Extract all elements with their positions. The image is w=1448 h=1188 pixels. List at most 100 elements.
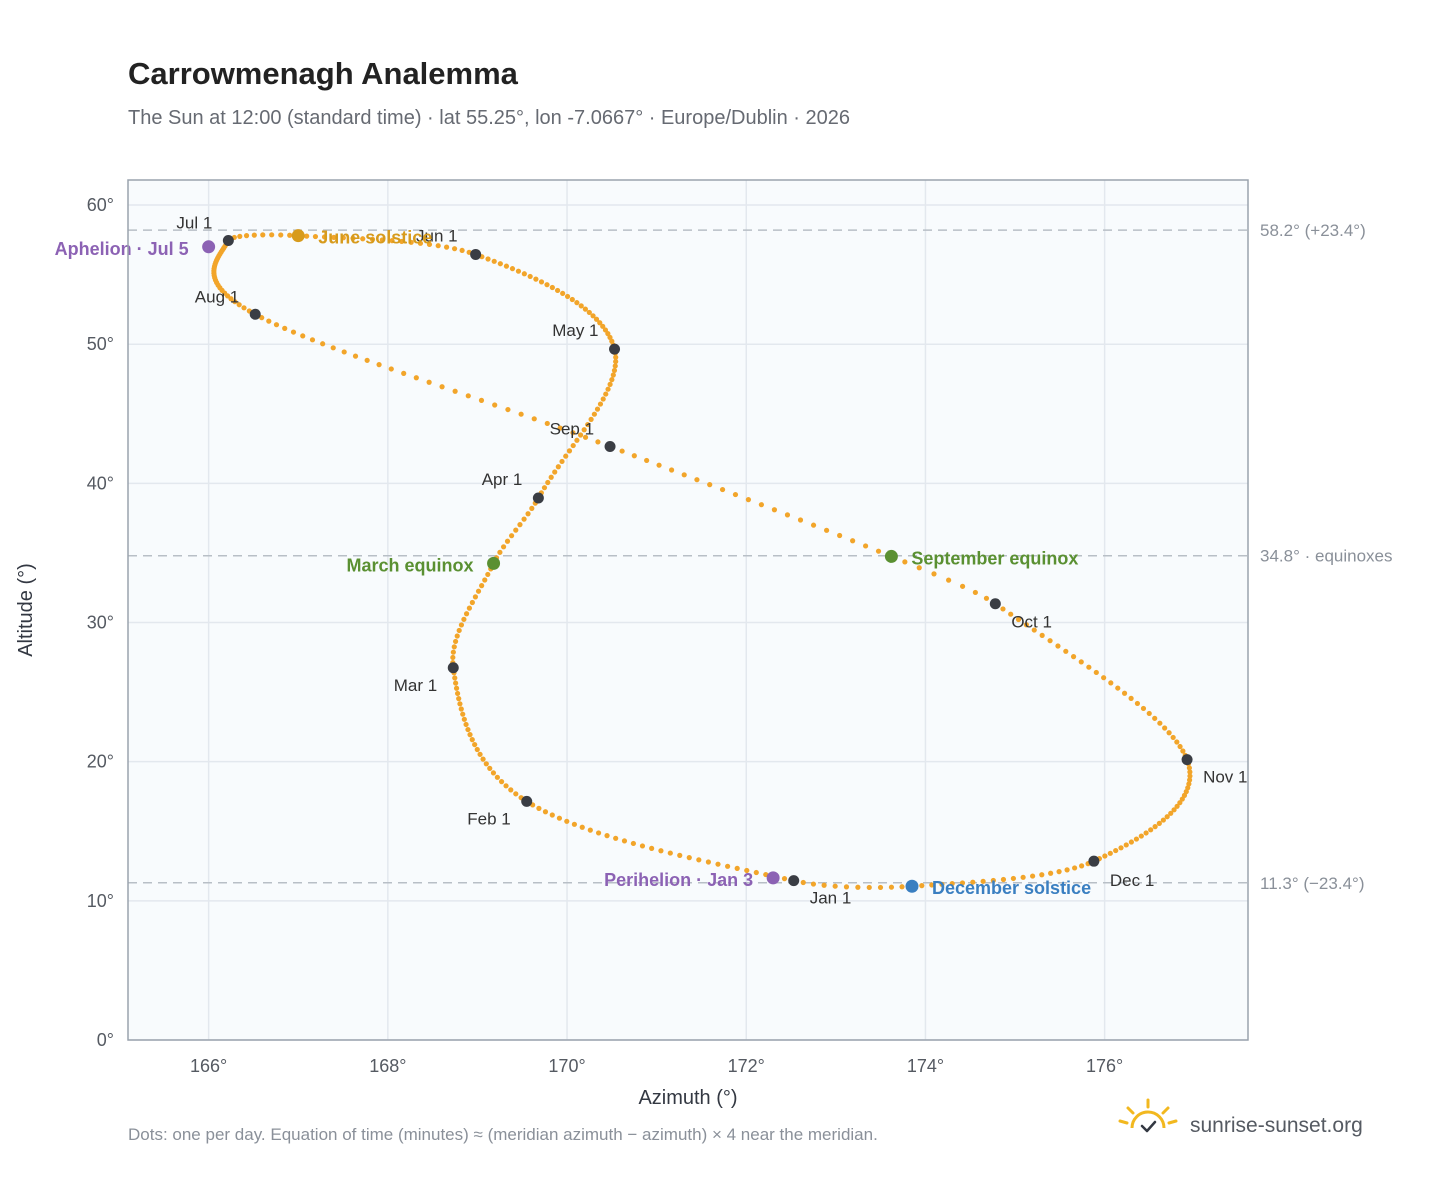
- month-point: [989, 598, 1001, 610]
- daily-dot: [564, 818, 570, 824]
- daily-dot: [771, 507, 778, 513]
- month-point: [447, 662, 459, 674]
- daily-dot: [260, 232, 266, 238]
- daily-dot: [531, 416, 537, 422]
- month-point: [521, 795, 533, 807]
- daily-dot: [491, 258, 497, 264]
- daily-dot: [1186, 765, 1192, 771]
- daily-dot: [504, 538, 511, 544]
- daily-dot: [980, 878, 986, 884]
- daily-dot: [707, 482, 713, 488]
- daily-dot: [521, 516, 527, 522]
- daily-dot: [513, 791, 519, 797]
- daily-dot: [582, 306, 588, 312]
- x-tick-label: 174°: [907, 1056, 944, 1076]
- daily-dot: [590, 313, 596, 319]
- daily-dot: [1000, 876, 1007, 883]
- event-label: September equinox: [911, 548, 1078, 568]
- month-point: [1088, 855, 1100, 867]
- daily-dot: [1072, 865, 1078, 871]
- daily-dot: [566, 448, 573, 454]
- daily-dot: [480, 756, 486, 762]
- daily-dot: [1102, 853, 1108, 859]
- daily-dot: [610, 372, 616, 378]
- daily-dot: [321, 234, 328, 240]
- footnote: Dots: one per day. Equation of time (min…: [128, 1125, 878, 1144]
- daily-dot: [479, 582, 485, 589]
- daily-dot: [705, 859, 711, 865]
- daily-dot: [454, 690, 461, 697]
- daily-dot: [469, 599, 475, 606]
- daily-dot: [649, 845, 655, 851]
- daily-dot: [542, 809, 549, 815]
- daily-dot: [454, 633, 460, 639]
- daily-dots: [211, 232, 1193, 891]
- daily-dot: [485, 256, 491, 262]
- y-tick-label: 0°: [97, 1030, 114, 1050]
- daily-dot: [939, 881, 945, 887]
- daily-dot: [1039, 872, 1045, 878]
- daily-dot: [734, 865, 740, 871]
- daily-dot: [273, 322, 280, 328]
- daily-dot: [456, 627, 462, 634]
- y-tick-label: 20°: [87, 752, 114, 772]
- daily-dot: [639, 843, 646, 849]
- daily-dot: [490, 770, 497, 776]
- daily-dot: [877, 884, 884, 891]
- daily-dot: [472, 741, 478, 748]
- daily-dot: [800, 879, 806, 886]
- month-markers: Jan 1 Feb 1 Mar 1 Apr 1 May 1 Jun 1 Jul 1 Aug 1…: [176, 214, 1247, 908]
- reference-line-label: 58.2° (+23.4°): [1260, 221, 1366, 240]
- daily-dot: [1133, 836, 1140, 842]
- daily-dot: [399, 238, 405, 245]
- daily-dot: [902, 559, 908, 565]
- daily-dot: [552, 469, 558, 475]
- y-axis-ticks: 0° 10° 20° 30° 40° 50° 60°: [87, 195, 114, 1050]
- daily-dot: [1093, 669, 1099, 676]
- daily-dot: [1010, 875, 1016, 882]
- daily-dot: [364, 357, 370, 363]
- daily-dot: [269, 232, 275, 238]
- daily-dot: [541, 485, 548, 491]
- daily-dot: [487, 765, 493, 771]
- daily-dot: [518, 411, 524, 417]
- daily-dot: [300, 333, 306, 339]
- daily-dot: [304, 233, 310, 239]
- daily-dot: [237, 233, 243, 239]
- daily-dot: [243, 233, 250, 239]
- daily-dot: [453, 685, 460, 691]
- daily-dot: [585, 421, 591, 428]
- daily-dot: [498, 779, 505, 785]
- daily-dot: [1140, 705, 1147, 712]
- daily-dot: [564, 293, 571, 300]
- daily-dot: [1078, 659, 1084, 665]
- daily-dot: [461, 616, 467, 622]
- event-point: [291, 229, 305, 243]
- daily-dot: [459, 247, 465, 254]
- daily-dot: [1056, 869, 1062, 875]
- daily-dot: [545, 479, 551, 486]
- daily-dot: [744, 867, 750, 874]
- daily-dot: [287, 232, 293, 238]
- daily-dot: [1118, 845, 1124, 851]
- daily-dot: [330, 345, 336, 351]
- daily-dot: [475, 588, 482, 594]
- daily-dot: [600, 396, 606, 402]
- daily-dot: [494, 774, 500, 780]
- daily-dot: [578, 303, 584, 309]
- daily-dot: [681, 472, 687, 478]
- y-tick-label: 30°: [87, 613, 114, 633]
- daily-dot: [513, 527, 519, 533]
- daily-dot: [465, 726, 471, 733]
- brand-name: sunrise-sunset.org: [1190, 1114, 1363, 1137]
- daily-dot: [1079, 863, 1085, 869]
- daily-dot: [644, 457, 650, 464]
- daily-dot: [597, 320, 603, 326]
- daily-dot: [463, 611, 470, 617]
- daily-dot: [1020, 874, 1026, 880]
- daily-dot: [458, 622, 465, 628]
- daily-dot: [278, 232, 284, 238]
- month-label: Dec 1: [1110, 871, 1154, 890]
- daily-dot: [929, 882, 935, 888]
- daily-dot: [497, 549, 503, 555]
